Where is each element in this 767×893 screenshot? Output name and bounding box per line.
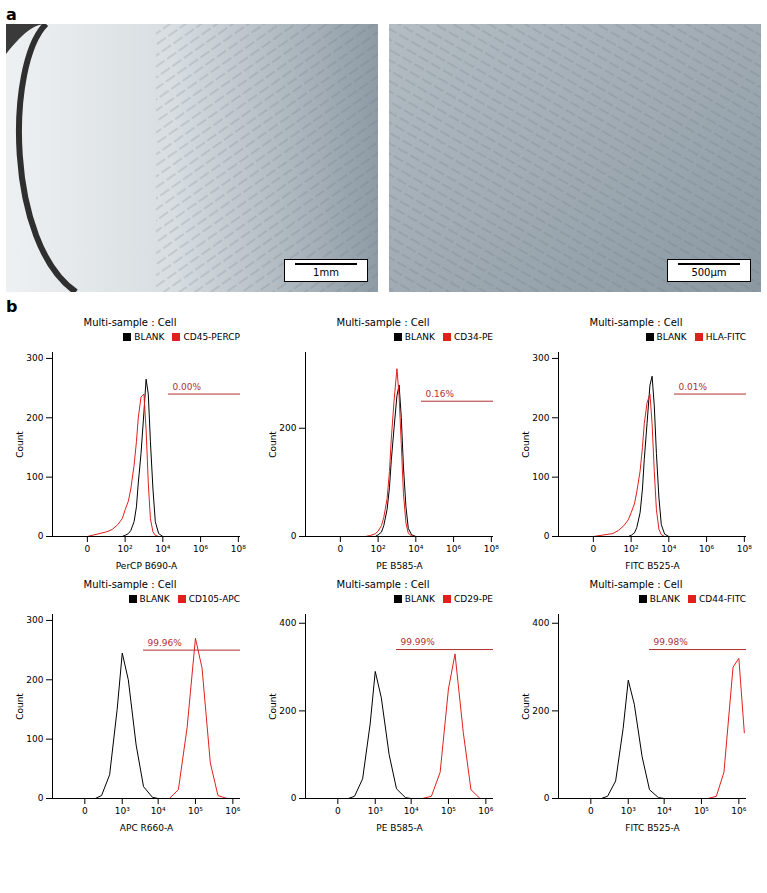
html-text:Multi-sample : Cell: Multi-sample : Cell xyxy=(83,579,177,590)
svg-text:10⁵: 10⁵ xyxy=(694,806,709,816)
svg-text:FITC B525-A: FITC B525-A xyxy=(625,561,680,571)
svg-text:APC R660-A: APC R660-A xyxy=(120,823,174,833)
svg-text:10⁶: 10⁶ xyxy=(225,806,240,816)
svg-text:0: 0 xyxy=(85,544,91,554)
svg-text:100: 100 xyxy=(26,472,43,482)
svg-text:400: 400 xyxy=(279,618,296,628)
svg-text:99.99%: 99.99% xyxy=(401,637,436,647)
svg-text:PE B585-A: PE B585-A xyxy=(376,561,423,571)
svg-text:PE B585-A: PE B585-A xyxy=(376,823,423,833)
svg-text:Count: Count xyxy=(268,693,278,720)
svg-text:0: 0 xyxy=(338,544,344,554)
svg-text:400: 400 xyxy=(532,618,549,628)
svg-text:0.16%: 0.16% xyxy=(426,389,455,399)
html-text:a: a xyxy=(6,5,17,24)
svg-text:0.01%: 0.01% xyxy=(679,382,708,392)
svg-text:100: 100 xyxy=(26,734,43,744)
html-text:HLA-FITC: HLA-FITC xyxy=(705,332,746,342)
svg-text:200: 200 xyxy=(26,413,43,423)
html-text:BLANK: BLANK xyxy=(649,594,680,604)
svg-text:10⁶: 10⁶ xyxy=(731,806,746,816)
html-text:500μm: 500μm xyxy=(691,267,727,278)
svg-text:0: 0 xyxy=(591,544,597,554)
svg-text:Count: Count xyxy=(521,693,531,720)
svg-text:10⁵: 10⁵ xyxy=(188,806,203,816)
html-text:CD29-PE: CD29-PE xyxy=(454,594,493,604)
svg-text:200: 200 xyxy=(532,706,549,716)
svg-text:300: 300 xyxy=(532,353,549,363)
svg-text:0: 0 xyxy=(335,806,341,816)
svg-text:0: 0 xyxy=(82,806,88,816)
html-text:b: b xyxy=(6,297,18,316)
html-text:BLANK: BLANK xyxy=(404,594,435,604)
svg-text:Count: Count xyxy=(268,431,278,458)
html-text:Multi-sample : Cell: Multi-sample : Cell xyxy=(336,579,430,590)
svg-text:0: 0 xyxy=(38,531,44,541)
svg-text:0.00%: 0.00% xyxy=(173,382,202,392)
svg-text:200: 200 xyxy=(279,706,296,716)
svg-text:10²: 10² xyxy=(624,544,639,554)
svg-text:Count: Count xyxy=(15,693,25,720)
svg-text:200: 200 xyxy=(532,413,549,423)
html-text:CD44-FITC: CD44-FITC xyxy=(699,594,746,604)
svg-text:10⁴: 10⁴ xyxy=(151,806,166,816)
svg-text:Count: Count xyxy=(521,431,531,458)
svg-text:0: 0 xyxy=(544,531,550,541)
svg-text:10³: 10³ xyxy=(115,806,130,816)
html-text:CD45-PERCP: CD45-PERCP xyxy=(183,332,240,342)
svg-text:200: 200 xyxy=(26,675,43,685)
html-text:CD34-PE: CD34-PE xyxy=(454,332,493,342)
svg-text:10⁴: 10⁴ xyxy=(657,806,672,816)
svg-text:10⁵: 10⁵ xyxy=(441,806,456,816)
svg-text:99.98%: 99.98% xyxy=(654,637,689,647)
svg-text:10⁶: 10⁶ xyxy=(446,544,461,554)
svg-text:10²: 10² xyxy=(118,544,133,554)
svg-text:10⁴: 10⁴ xyxy=(408,544,423,554)
html-text:Multi-sample : Cell: Multi-sample : Cell xyxy=(336,317,430,328)
html-text:Multi-sample : Cell: Multi-sample : Cell xyxy=(83,317,177,328)
html-text:BLANK: BLANK xyxy=(134,332,165,342)
svg-text:99.96%: 99.96% xyxy=(148,638,183,648)
html-text:BLANK: BLANK xyxy=(139,594,170,604)
svg-text:10⁶: 10⁶ xyxy=(478,806,493,816)
svg-text:Count: Count xyxy=(15,431,25,458)
svg-text:0: 0 xyxy=(544,793,550,803)
svg-text:10⁸: 10⁸ xyxy=(737,544,752,554)
svg-text:10⁴: 10⁴ xyxy=(404,806,419,816)
html-text:CD105-APC: CD105-APC xyxy=(188,594,240,604)
svg-text:0: 0 xyxy=(291,793,297,803)
svg-text:10²: 10² xyxy=(371,544,386,554)
svg-text:100: 100 xyxy=(532,472,549,482)
html-text:BLANK: BLANK xyxy=(404,332,435,342)
html-text:1mm: 1mm xyxy=(313,267,339,278)
html-text:BLANK: BLANK xyxy=(656,332,687,342)
svg-text:FITC B525-A: FITC B525-A xyxy=(625,823,680,833)
html-text:Multi-sample : Cell: Multi-sample : Cell xyxy=(589,579,683,590)
svg-text:300: 300 xyxy=(26,353,43,363)
svg-text:0: 0 xyxy=(291,531,297,541)
svg-text:10⁸: 10⁸ xyxy=(231,544,246,554)
svg-text:10⁶: 10⁶ xyxy=(699,544,714,554)
svg-text:10⁸: 10⁸ xyxy=(484,544,499,554)
svg-text:10⁴: 10⁴ xyxy=(661,544,676,554)
svg-text:10³: 10³ xyxy=(621,806,636,816)
svg-text:200: 200 xyxy=(279,423,296,433)
svg-text:PerCP B690-A: PerCP B690-A xyxy=(116,561,178,571)
html-text:Multi-sample : Cell: Multi-sample : Cell xyxy=(589,317,683,328)
svg-text:0: 0 xyxy=(588,806,594,816)
svg-text:10⁶: 10⁶ xyxy=(193,544,208,554)
svg-text:10³: 10³ xyxy=(368,806,383,816)
svg-text:10⁴: 10⁴ xyxy=(155,544,170,554)
svg-text:300: 300 xyxy=(26,615,43,625)
svg-text:0: 0 xyxy=(38,793,44,803)
